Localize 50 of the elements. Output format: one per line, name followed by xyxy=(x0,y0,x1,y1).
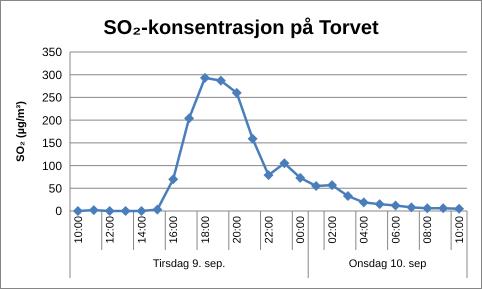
y-tick-label: 150 xyxy=(42,136,62,150)
x-tick-label: 00:00 xyxy=(295,216,308,244)
y-tick-label: 0 xyxy=(55,204,62,218)
point xyxy=(232,88,242,98)
text: Tirsdag 9. sep. xyxy=(152,258,226,270)
y-tick-label: 250 xyxy=(42,90,62,105)
x-tick-label: 10:00 xyxy=(72,216,85,244)
point xyxy=(279,158,290,168)
point xyxy=(152,204,162,215)
x-tick-label: 18:00 xyxy=(200,216,212,244)
point xyxy=(184,113,194,124)
y-tick-label: 200 xyxy=(42,113,62,128)
point xyxy=(248,134,258,144)
point xyxy=(422,203,432,214)
point xyxy=(120,206,131,216)
point xyxy=(216,76,226,86)
x-tick-label: 02:00 xyxy=(326,216,339,244)
point xyxy=(342,191,353,202)
x-tick-label: 14:00 xyxy=(136,216,148,244)
x-tick-label: 12:00 xyxy=(104,216,117,244)
x-tick-label: 06:00 xyxy=(390,216,402,244)
point xyxy=(136,206,146,216)
point xyxy=(311,181,322,192)
y-tick-label: 350 xyxy=(42,45,62,60)
x-tick-label: 08:00 xyxy=(422,216,434,244)
point xyxy=(358,197,369,208)
point xyxy=(72,206,83,216)
y-tick-label: 300 xyxy=(42,68,62,82)
point xyxy=(390,200,401,211)
x-tick-label: 16:00 xyxy=(168,216,180,244)
point xyxy=(295,172,306,183)
x-tick-label: 10:00 xyxy=(454,216,466,244)
x-tick-label: 22:00 xyxy=(263,216,276,244)
x-tick-label: 20:00 xyxy=(232,216,244,244)
y-tick-label: 100 xyxy=(42,158,62,173)
point xyxy=(168,174,178,184)
point xyxy=(88,205,99,216)
y-axis-title: SO₂ (µg/m³) xyxy=(15,100,27,162)
point xyxy=(200,72,210,83)
point xyxy=(406,202,416,212)
point xyxy=(438,203,448,214)
chart-title: SO₂-konsentrasjon på Torvet xyxy=(103,17,379,39)
x-tick-label: 04:00 xyxy=(358,216,371,244)
point xyxy=(104,206,115,216)
point xyxy=(264,170,274,180)
point xyxy=(327,180,338,190)
point xyxy=(374,199,385,210)
point xyxy=(454,204,464,214)
text: Onsdag 10. sep xyxy=(348,258,426,270)
y-tick-label: 50 xyxy=(48,181,62,196)
